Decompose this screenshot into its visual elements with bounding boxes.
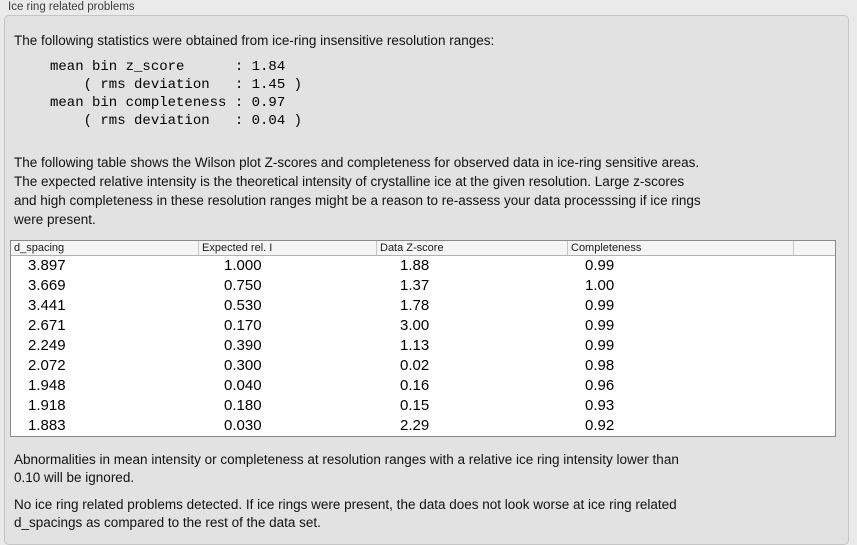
table-cell-expected-rel-i: 1.000 (224, 257, 262, 274)
table-cell-completeness: 0.98 (585, 357, 615, 374)
table-cell-d-spacing: 1.948 (28, 377, 66, 394)
column-header-d-spacing[interactable]: d_spacing (14, 242, 65, 254)
intro-text: The following statistics were obtained f… (14, 33, 495, 48)
column-header-completeness[interactable]: Completeness (567, 241, 793, 255)
table-cell-d-spacing: 1.918 (28, 397, 66, 414)
table-cell-data-z-score: 1.13 (400, 337, 430, 354)
table-row[interactable]: 3.669 0.750 1.37 1.00 (11, 276, 835, 296)
table-row[interactable]: 2.671 0.170 3.00 0.99 (11, 316, 835, 336)
table-cell-spacer (793, 356, 835, 376)
table-cell-d-spacing: 2.072 (28, 357, 66, 374)
table-cell-expected-rel-i: 0.040 (224, 377, 262, 394)
table-cell-data-z-score: 0.16 (400, 377, 430, 394)
table-cell-data-z-score: 3.00 (400, 317, 430, 334)
ice-ring-table: d_spacing Expected rel. I Data Z-score C… (10, 240, 836, 437)
table-cell-data-z-score: 0.15 (400, 397, 430, 414)
table-cell-d-spacing: 1.883 (28, 417, 66, 434)
table-cell-completeness: 0.92 (585, 417, 615, 434)
table-cell-data-z-score: 0.02 (400, 357, 430, 374)
column-header-expected-rel-i[interactable]: Expected rel. I (198, 241, 376, 255)
table-cell-data-z-score: 1.88 (400, 257, 430, 274)
table-cell-completeness: 0.93 (585, 397, 615, 414)
ignore-note-text: Abnormalities in mean intensity or compl… (14, 452, 679, 485)
panel-title: Ice ring related problems (8, 1, 135, 13)
table-cell-d-spacing: 2.671 (28, 317, 66, 334)
table-cell-expected-rel-i: 0.030 (224, 417, 262, 434)
table-body: 3.897 1.000 1.88 0.99 3.669 0.750 1.37 1… (11, 256, 835, 436)
table-cell-d-spacing: 3.897 (28, 257, 66, 274)
ice-ring-panel: The following statistics were obtained f… (4, 15, 849, 545)
table-cell-spacer (793, 296, 835, 316)
table-cell-spacer (793, 316, 835, 336)
description-text: The following table shows the Wilson plo… (14, 155, 701, 227)
table-row[interactable]: 1.918 0.180 0.15 0.93 (11, 396, 835, 416)
table-cell-d-spacing: 2.249 (28, 337, 66, 354)
table-cell-completeness: 0.99 (585, 257, 615, 274)
table-cell-data-z-score: 1.37 (400, 277, 430, 294)
table-row[interactable]: 2.249 0.390 1.13 0.99 (11, 336, 835, 356)
table-cell-completeness: 0.99 (585, 297, 615, 314)
table-cell-spacer (793, 376, 835, 396)
column-header-spacer (793, 241, 835, 255)
table-cell-expected-rel-i: 0.530 (224, 297, 262, 314)
table-cell-d-spacing: 3.669 (28, 277, 66, 294)
table-cell-expected-rel-i: 0.390 (224, 337, 262, 354)
table-cell-data-z-score: 1.78 (400, 297, 430, 314)
table-cell-d-spacing: 3.441 (28, 297, 66, 314)
table-row[interactable]: 3.441 0.530 1.78 0.99 (11, 296, 835, 316)
table-cell-expected-rel-i: 0.170 (224, 317, 262, 334)
table-cell-expected-rel-i: 0.180 (224, 397, 262, 414)
table-cell-completeness: 0.96 (585, 377, 615, 394)
table-cell-spacer (793, 256, 835, 276)
table-row[interactable]: 1.948 0.040 0.16 0.96 (11, 376, 835, 396)
conclusion-text: No ice ring related problems detected. I… (14, 497, 677, 530)
column-header-data-z-score[interactable]: Data Z-score (376, 241, 567, 255)
table-cell-spacer (793, 416, 835, 436)
table-cell-spacer (793, 336, 835, 356)
stats-block: mean bin z_score : 1.84 ( rms deviation … (50, 59, 303, 129)
table-cell-completeness: 0.99 (585, 337, 615, 354)
table-cell-expected-rel-i: 0.300 (224, 357, 262, 374)
table-cell-spacer (793, 396, 835, 416)
table-row[interactable]: 2.072 0.300 0.02 0.98 (11, 356, 835, 376)
table-cell-completeness: 0.99 (585, 317, 615, 334)
table-row[interactable]: 3.897 1.000 1.88 0.99 (11, 256, 835, 276)
table-cell-expected-rel-i: 0.750 (224, 277, 262, 294)
table-cell-spacer (793, 276, 835, 296)
table-cell-completeness: 1.00 (585, 277, 615, 294)
table-header-row: d_spacing Expected rel. I Data Z-score C… (11, 241, 835, 256)
table-cell-data-z-score: 2.29 (400, 417, 430, 434)
table-row[interactable]: 1.883 0.030 2.29 0.92 (11, 416, 835, 436)
